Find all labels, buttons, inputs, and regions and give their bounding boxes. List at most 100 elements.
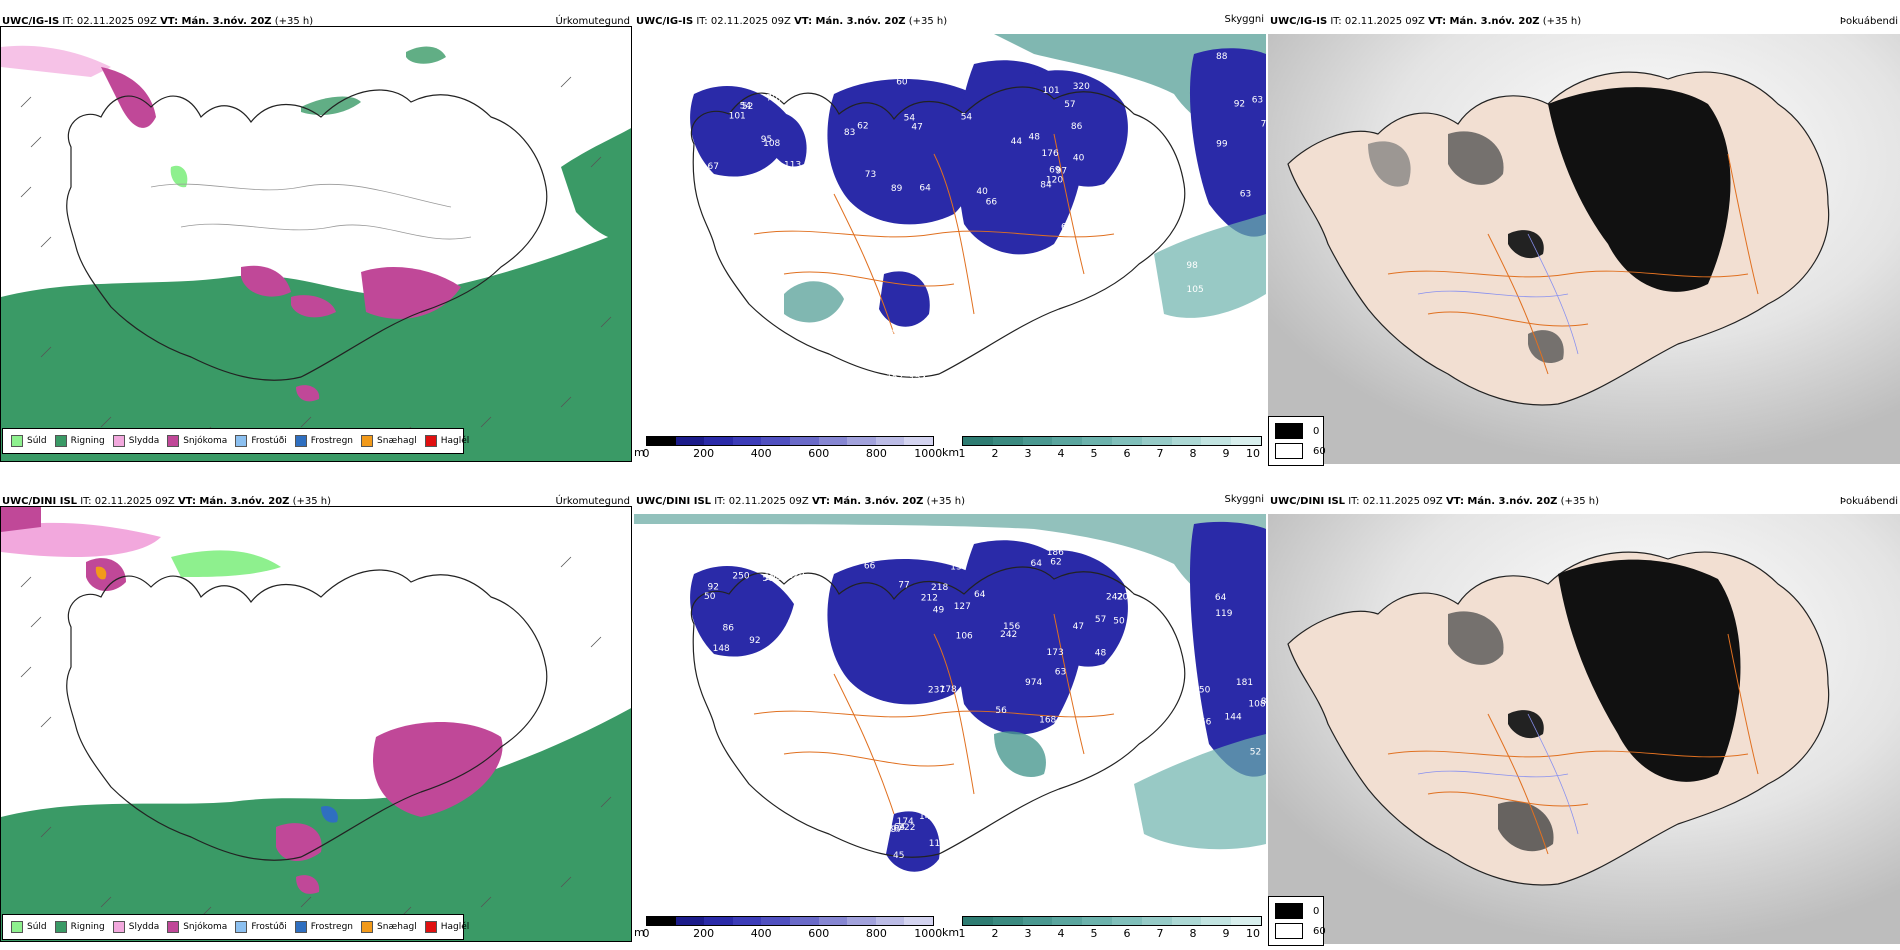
model-name: UWC/DINI ISL (1270, 496, 1346, 507)
visibility-value-label: 212 (921, 594, 938, 604)
fog-map (1268, 514, 1900, 944)
scale-segment (1111, 917, 1142, 925)
scale-segment (732, 917, 762, 925)
legend-item: Snjókoma (167, 921, 227, 933)
scale-segment (789, 917, 819, 925)
visibility-value-label: 48 (1095, 648, 1107, 658)
visibility-value-label: 118 (929, 839, 946, 849)
legend-swatch (112, 435, 125, 447)
scale-segment (875, 917, 905, 925)
valid-time: VT: Mán. 3.nóv. 20Z (794, 16, 906, 27)
visibility-value-label: 48 (1029, 132, 1041, 142)
legend-item: Frostregn (294, 435, 353, 447)
legend-item: Slydda (112, 921, 159, 933)
legend-item: Snæhagl (361, 435, 417, 447)
visibility-value-label: 54 (740, 102, 752, 112)
legend-swatch (54, 435, 67, 447)
visibility-value-label: 73 (865, 170, 876, 180)
visibility-value-label: 62 (1050, 558, 1061, 568)
legend-swatch (294, 921, 307, 933)
visibility-value-label: 198 (764, 573, 781, 583)
precip-legend: Súld Rigning Slydda Snjókoma Frostúði Fr… (2, 428, 469, 454)
scale-tick: 5 (1090, 927, 1098, 940)
legend-label: Haglél (440, 436, 470, 446)
panel-title: Skyggni (1224, 14, 1264, 25)
fog-swatch (1275, 423, 1303, 439)
visibility-value-label: 45 (893, 851, 904, 861)
visibility-panel-row1: UWC/DINI ISL IT: 02.11.2025 09Z VT: Mán.… (634, 490, 1266, 942)
visibility-m-scale: m 0 200 400 600 800 1000 (634, 916, 942, 942)
panel-header: UWC/DINI ISL IT: 02.11.2025 09Z VT: Mán.… (634, 490, 1266, 514)
visibility-value-label: 52 (742, 102, 753, 112)
scale-tick: 9 (1222, 927, 1230, 940)
visibility-value-label: 78 (1078, 698, 1090, 708)
visibility-value-label: 148 (713, 644, 730, 654)
scale-segment (704, 437, 733, 445)
fog-legend-label: 60 (1313, 925, 1326, 937)
visibility-value-label: 320 (1073, 82, 1090, 92)
lead-time: (+35 h) (926, 496, 966, 507)
visibility-value-label: 64 (894, 823, 906, 833)
legend-swatch (167, 435, 180, 447)
visibility-value-label: 974 (1025, 678, 1042, 688)
visibility-value-label: 70 (766, 94, 778, 104)
visibility-value-label: 92 (1234, 100, 1245, 110)
valid-time: VT: Mán. 3.nóv. 20Z (1428, 16, 1540, 27)
visibility-km-scale: km 1 2 3 4 5 6 7 8 9 10 (942, 916, 1262, 942)
fog-swatch (1275, 903, 1303, 919)
scale-segment (847, 437, 876, 445)
legend-label: Súld (27, 436, 47, 446)
scale-tick: 4 (1057, 447, 1065, 460)
precip-legend: Súld Rigning Slydda Snjókoma Frostúði Fr… (2, 914, 469, 940)
scale-segment (1231, 437, 1261, 445)
init-time: IT: 02.11.2025 09Z (714, 496, 809, 507)
legend-swatch (167, 921, 180, 933)
scale-bar (646, 916, 934, 926)
model-name: UWC/IG-IS (2, 16, 60, 27)
legend-swatch (235, 435, 248, 447)
panel-title: Úrkomutegund (555, 16, 630, 27)
visibility-value-label: 49 (933, 606, 945, 616)
legend-swatch (11, 921, 23, 933)
scale-segment (1111, 437, 1142, 445)
scale-unit: m (634, 446, 645, 459)
legend-swatch (424, 435, 437, 447)
visibility-value-label: 211 (908, 364, 925, 374)
legend-item: Rigning (54, 435, 105, 447)
scale-segment (875, 437, 905, 445)
legend-label: Frostúði (251, 922, 287, 932)
scale-bar (646, 436, 934, 446)
scale-segment (704, 917, 733, 925)
fog-legend-label: 60 (1313, 445, 1326, 457)
visibility-value-label: 242 (1106, 592, 1123, 602)
visibility-value-label: 92 (708, 582, 719, 592)
scale-tick: 400 (750, 447, 772, 460)
scale-segment (1171, 437, 1202, 445)
visibility-value-label: 66 (864, 561, 876, 571)
scale-segment (761, 437, 790, 445)
visibility-value-label: 143 (919, 812, 936, 822)
visibility-value-label: 41 (929, 802, 940, 812)
visibility-value-label: 64 (1031, 559, 1043, 569)
scale-segment (1201, 437, 1232, 445)
visibility-value-label: 47 (1073, 622, 1084, 632)
legend-item: Haglél (424, 435, 470, 447)
scale-tick: 10 (1246, 447, 1260, 460)
legend-label: Snjókoma (183, 436, 228, 446)
scale-segment (992, 437, 1023, 445)
legend-item: Frostúði (235, 921, 287, 933)
scale-tick: 5 (1090, 447, 1098, 460)
visibility-value-label: 83 (844, 128, 855, 138)
visibility-value-label: 137 (950, 563, 967, 573)
scale-tick: 1 (958, 927, 966, 940)
legend-label: Snjókoma (183, 922, 228, 932)
visibility-km-scale: km 1 2 3 4 5 6 7 8 9 10 (942, 436, 1262, 462)
legend-item: Rigning (54, 921, 105, 933)
scale-segment (1141, 437, 1172, 445)
scale-bar (962, 916, 1262, 926)
visibility-value-label: 86 (723, 624, 735, 634)
scale-tick: 3 (1024, 447, 1032, 460)
valid-time: VT: Mán. 3.nóv. 20Z (177, 496, 290, 507)
visibility-value-label: 67 (708, 162, 719, 172)
panel-title: Þokuábendi (1839, 496, 1898, 507)
